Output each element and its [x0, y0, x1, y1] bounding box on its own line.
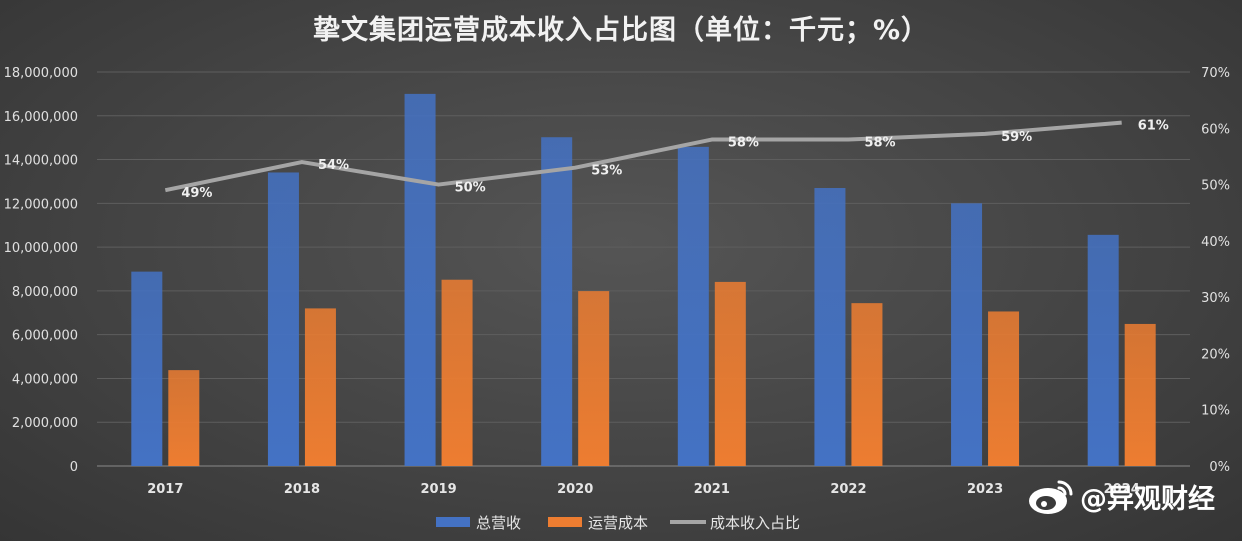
cost-bar-2021	[714, 281, 746, 466]
legend-label: 成本收入占比	[710, 514, 800, 532]
right-tick-label: 40%	[1201, 235, 1230, 250]
ratio-data-label: 59%	[1001, 130, 1032, 145]
left-tick-label: 4,000,000	[12, 372, 78, 387]
x-tick-label: 2019	[420, 482, 456, 497]
right-tick-label: 30%	[1201, 291, 1230, 306]
legend-swatch	[436, 517, 470, 527]
legend-label: 总营收	[476, 514, 521, 532]
left-tick-label: 14,000,000	[4, 154, 78, 169]
revenue-bar-2022	[814, 188, 846, 466]
x-tick-label: 2018	[284, 482, 320, 497]
left-tick-label: 16,000,000	[4, 110, 78, 125]
right-axis-ticks: 0% 10% 20% 30% 40% 50% 60% 70%	[1201, 66, 1230, 475]
legend-label: 运营成本	[588, 514, 648, 532]
right-tick-label: 70%	[1201, 66, 1230, 81]
legend-swatch	[548, 517, 582, 527]
x-tick-label: 2024	[1104, 482, 1140, 497]
ratio-data-label: 53%	[591, 164, 622, 179]
watermark: @异观财经	[1026, 476, 1215, 516]
ratio-data-label: 61%	[1138, 119, 1169, 134]
cost-bar-2022	[851, 303, 883, 466]
left-axis-ticks: 0 2,000,000 4,000,000 6,000,000 8,000,000 10,…	[4, 66, 78, 475]
x-tick-label: 2021	[694, 482, 730, 497]
x-tick-label: 2022	[830, 482, 866, 497]
cost-bar-2024	[1124, 323, 1156, 466]
ratio-line: 49% 54% 50% 53% 58% 58% 59% 61%	[164, 119, 1169, 201]
ratio-data-label: 50%	[455, 181, 486, 196]
right-tick-label: 20%	[1201, 347, 1230, 362]
revenue-bar-2019	[404, 93, 436, 466]
weibo-logo-icon	[1029, 480, 1073, 514]
left-tick-label: 6,000,000	[12, 329, 78, 344]
revenue-bar-2024	[1087, 234, 1119, 466]
revenue-bar-2021	[677, 146, 709, 467]
revenue-bar-2017	[131, 271, 163, 466]
x-tick-label: 2023	[967, 482, 1003, 497]
x-axis-ticks: 2017 2018 2019 2020 2021 2022 2023 2024	[147, 482, 1140, 497]
bars	[131, 93, 1156, 467]
revenue-bar-2020	[541, 137, 573, 466]
ratio-data-label: 54%	[318, 158, 349, 173]
cost-bar-2020	[578, 291, 610, 466]
revenue-bar-2018	[267, 172, 299, 466]
left-tick-label: 18,000,000	[4, 66, 78, 81]
cost-bar-2023	[988, 311, 1020, 466]
right-tick-label: 60%	[1201, 122, 1230, 137]
cost-bar-2019	[441, 279, 473, 466]
ratio-data-label: 58%	[864, 136, 895, 151]
left-tick-label: 10,000,000	[4, 241, 78, 256]
revenue-bar-2023	[951, 203, 983, 467]
right-tick-label: 0%	[1209, 460, 1230, 475]
x-tick-label: 2017	[147, 482, 183, 497]
left-tick-label: 2,000,000	[12, 416, 78, 431]
legend: 总营收 运营成本 成本收入占比	[436, 514, 800, 532]
x-tick-label: 2020	[557, 482, 593, 497]
cost-bar-2017	[168, 370, 200, 466]
ratio-data-label: 49%	[181, 186, 212, 201]
cost-bar-2018	[304, 308, 336, 466]
right-tick-label: 10%	[1201, 404, 1230, 419]
left-tick-label: 0	[70, 460, 78, 475]
ratio-data-label: 58%	[728, 136, 759, 151]
ratio-line-path	[164, 120, 1122, 193]
chart-title: 挚文集团运营成本收入占比图（单位：千元；%）	[312, 15, 930, 46]
left-tick-label: 12,000,000	[4, 197, 78, 212]
left-tick-label: 8,000,000	[12, 285, 78, 300]
right-tick-label: 50%	[1201, 179, 1230, 194]
watermark-text: @异观财经	[1080, 483, 1215, 515]
